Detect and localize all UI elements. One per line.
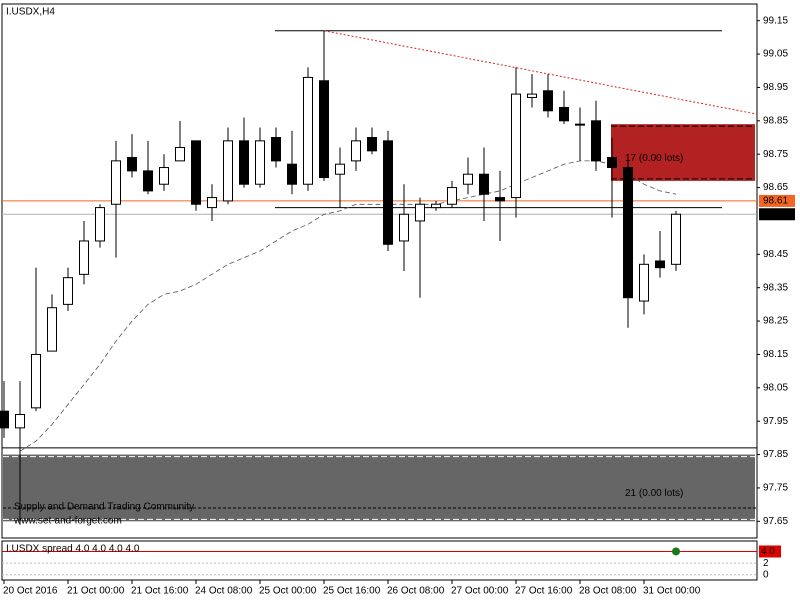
- candle-body: [447, 187, 457, 205]
- y-tick-label: 98.85: [763, 115, 788, 126]
- watermark: Supply and Demand Trading Community: [14, 502, 194, 513]
- candle-body: [223, 140, 233, 202]
- y-tick-label: 98.45: [763, 249, 788, 260]
- candle-body: [271, 137, 281, 162]
- candle-body: [0, 410, 9, 429]
- candle-body: [415, 203, 425, 222]
- x-tick-label: 31 Oct 00:00: [643, 586, 701, 597]
- candle-body: [543, 90, 553, 112]
- candle-body: [335, 163, 345, 175]
- candle-body: [303, 76, 313, 185]
- x-tick-label: 27 Oct 00:00: [451, 586, 509, 597]
- candle-body: [319, 80, 329, 179]
- x-tick-label: 26 Oct 08:00: [387, 586, 445, 597]
- candle-body: [63, 277, 73, 305]
- x-tick-label: 21 Oct 00:00: [67, 586, 125, 597]
- y-tick-label: 97.75: [763, 483, 788, 494]
- candle-body: [175, 147, 185, 162]
- candle-body: [191, 140, 201, 205]
- y-tick-label: 97.85: [763, 449, 788, 460]
- y-tick-label: 98.35: [763, 282, 788, 293]
- y-tick-label: 99.05: [763, 49, 788, 60]
- zone: [3, 454, 755, 522]
- candle-body: [351, 140, 361, 162]
- candle-body: [255, 140, 265, 185]
- candle-body: [607, 157, 617, 169]
- zone-label: 17 (0.00 lots): [625, 153, 683, 164]
- candle-body: [511, 93, 521, 199]
- spread-label-box: [759, 545, 781, 558]
- zone: [611, 124, 755, 181]
- spread-tick-label: 0: [763, 569, 769, 580]
- candle-body: [239, 140, 249, 185]
- y-tick-label: 97.95: [763, 416, 788, 427]
- candle-body: [47, 307, 57, 352]
- chart-layer: 17 (0.00 lots) 21 (0.00 lots) Supply and D…: [0, 15, 795, 597]
- candle-body: [479, 173, 489, 195]
- candle-body: [287, 163, 297, 185]
- x-tick-label: 25 Oct 00:00: [259, 586, 317, 597]
- candle-body: [559, 106, 569, 122]
- candle-body: [159, 167, 169, 185]
- candle-body: [127, 157, 137, 172]
- candle-body: [111, 160, 121, 205]
- candle-body: [431, 203, 441, 209]
- candle-body: [79, 240, 89, 275]
- candle-body: [143, 170, 153, 192]
- candle-body: [95, 207, 105, 242]
- candle-body: [207, 197, 217, 209]
- spread-tick-label: 2: [763, 558, 769, 569]
- candle-body: [671, 213, 681, 265]
- x-tick-label: 21 Oct 16:00: [131, 586, 189, 597]
- zone-label: 21 (0.00 lots): [625, 488, 683, 499]
- x-tick-label: 25 Oct 16:00: [323, 586, 381, 597]
- price-label: 98.61: [763, 196, 788, 207]
- candle-body: [367, 137, 377, 152]
- price-label-box: [759, 194, 795, 207]
- spread-value-label: 4.0: [761, 546, 775, 557]
- y-tick-label: 98.05: [763, 382, 788, 393]
- candle-body: [463, 173, 473, 185]
- chart-title: I.USDX,H4: [6, 7, 55, 18]
- spread-point: [672, 547, 680, 556]
- candle-body: [495, 197, 505, 202]
- candle-body: [591, 120, 601, 162]
- x-tick-label: 28 Oct 08:00: [579, 586, 637, 597]
- candle-body: [31, 353, 41, 409]
- candle-body: [639, 263, 649, 302]
- x-tick-label: 27 Oct 16:00: [515, 586, 573, 597]
- x-tick-label: 24 Oct 08:00: [195, 586, 253, 597]
- candle-body: [15, 414, 25, 429]
- y-tick-label: 97.65: [763, 516, 788, 527]
- candle-body: [527, 93, 537, 98]
- candle-body: [575, 123, 585, 126]
- x-tick-label: 20 Oct 2016: [3, 586, 58, 597]
- trendline: [323, 30, 758, 115]
- spread-panel: [1, 540, 758, 581]
- price-label: 98.57: [763, 209, 788, 220]
- y-tick-label: 99.15: [763, 15, 788, 26]
- candle-body: [623, 167, 633, 299]
- y-tick-label: 98.15: [763, 349, 788, 360]
- spread-title: I.USDX spread 4.0 4.0 4.0 4.0: [6, 544, 140, 555]
- watermark: www.set-and-forget.com: [13, 516, 122, 527]
- candle-body: [383, 140, 393, 245]
- candle-body: [399, 213, 409, 242]
- y-tick-label: 98.25: [763, 316, 788, 327]
- y-tick-label: 98.65: [763, 182, 788, 193]
- price-label-box: [759, 208, 795, 221]
- y-tick-label: 98.75: [763, 149, 788, 160]
- moving-average: [19, 160, 677, 452]
- candle-body: [655, 260, 665, 269]
- y-tick-label: 98.95: [763, 82, 788, 93]
